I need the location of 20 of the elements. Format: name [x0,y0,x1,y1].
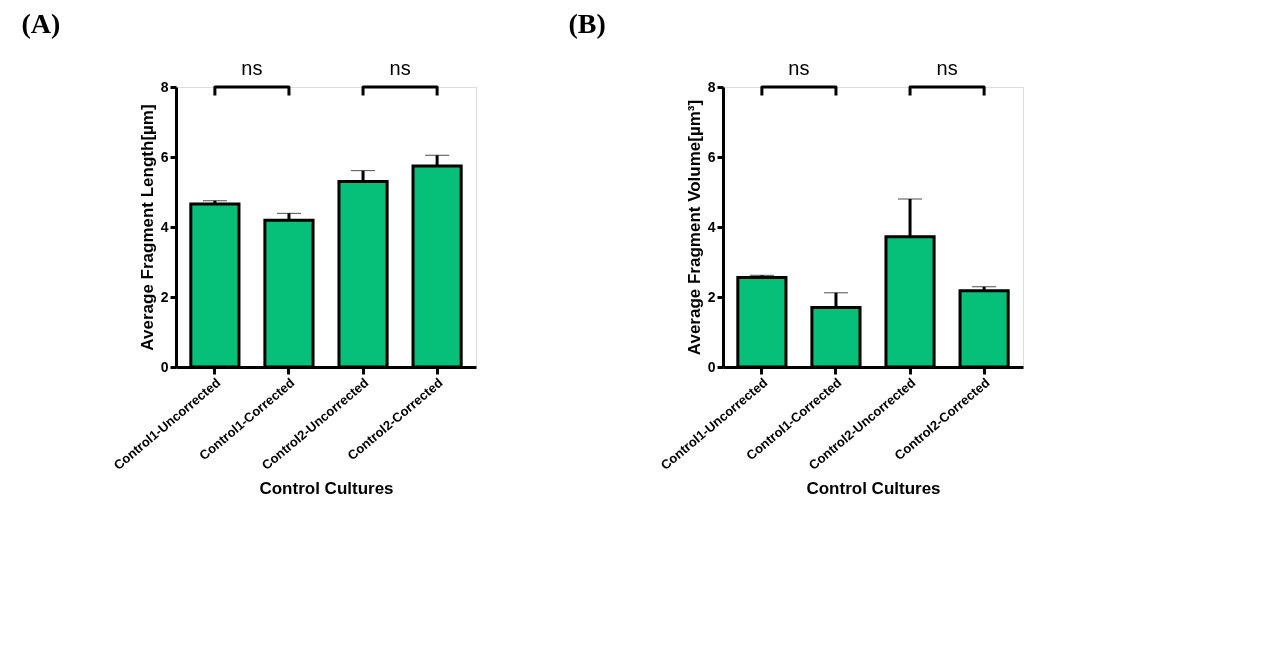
text: ns [936,57,958,79]
text: ns [788,57,810,79]
y-tick-label: 6 [160,148,169,165]
text: ns [241,57,263,79]
chart-title: (A) [21,8,61,39]
y-tick-label: 4 [160,218,169,235]
y-tick-label: 0 [707,358,716,375]
y-axis-title: Average Fragment Length[µm] [137,104,157,351]
x-axis-title: Control Cultures [259,478,394,498]
y-axis-title: Average Fragment Volume[µm³] [684,99,704,356]
y-tick-label: 2 [160,288,169,305]
y-tick-label: 2 [707,288,716,305]
y-tick-label: 0 [160,358,169,375]
x-axis-title: Control Cultures [806,478,941,498]
y-tick-label: 4 [707,218,716,235]
y-tick-label: 8 [160,78,169,95]
y-tick-label: 8 [707,78,716,95]
y-tick-label: 6 [707,148,716,165]
chart-title: (B) [568,8,606,39]
text: ns [389,57,411,79]
